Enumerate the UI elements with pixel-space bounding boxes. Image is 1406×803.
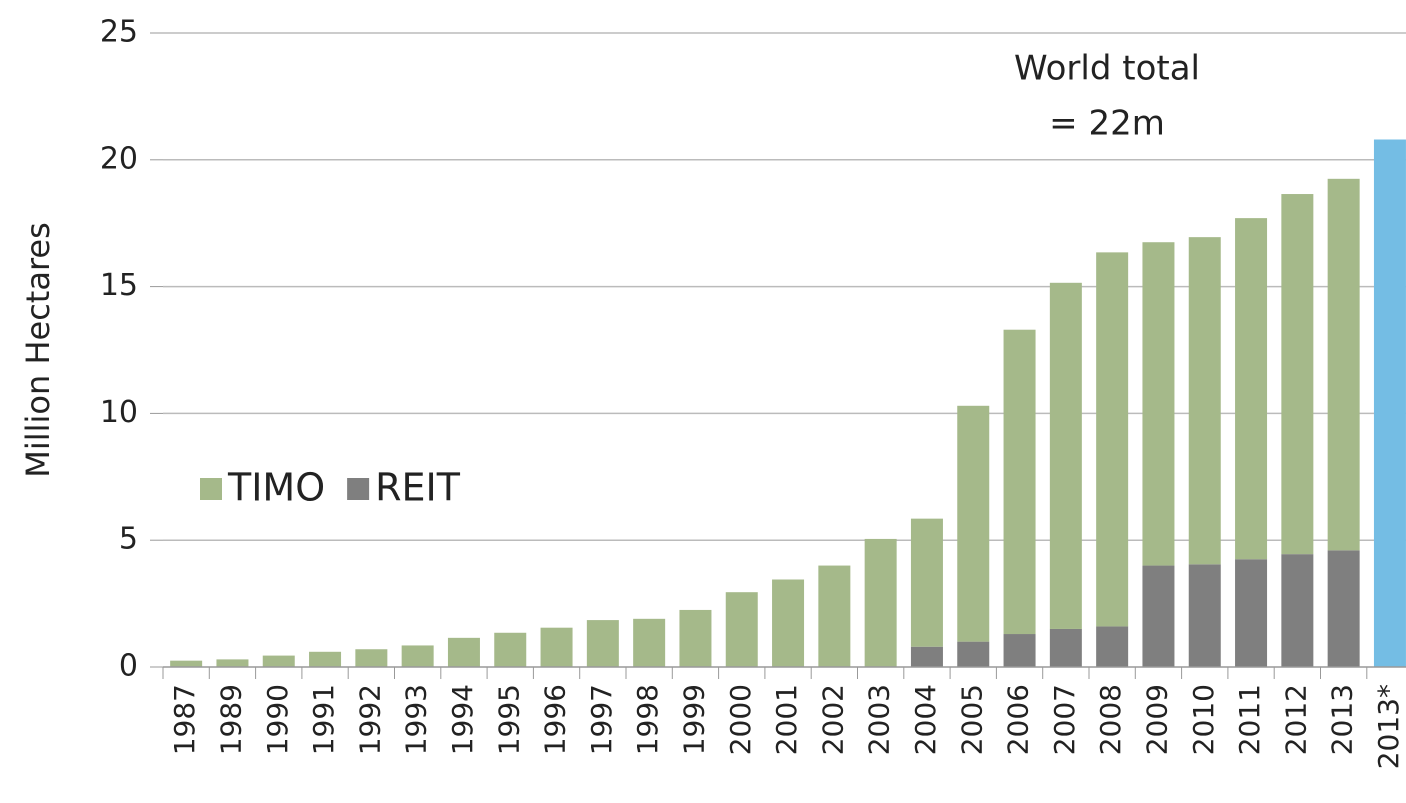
bar-segment (1142, 565, 1175, 667)
bar-segment (1049, 628, 1082, 667)
x-tick-label: 1990 (261, 684, 294, 755)
bar-segment (1235, 218, 1268, 560)
bar-segment (1373, 139, 1406, 668)
x-tick-label: 2003 (863, 684, 896, 755)
x-tick-label: 1995 (492, 684, 525, 755)
x-tick-label: 1991 (307, 684, 340, 755)
bar-segment (1327, 550, 1360, 667)
bar-segment (309, 651, 342, 667)
x-tick-label: 1992 (353, 684, 386, 755)
x-tick-label: 1996 (539, 684, 572, 755)
bar-segment (864, 538, 897, 667)
bar-segment (586, 620, 619, 667)
bar-segment (1281, 554, 1314, 667)
x-tick-label: 2006 (1002, 684, 1035, 755)
annotation: World total (1014, 49, 1200, 89)
bar-segment (910, 518, 943, 647)
bar-segment (494, 632, 527, 667)
legend-label: TIMO (227, 466, 325, 510)
bar-segment (401, 645, 434, 667)
bar-segment (216, 659, 249, 667)
x-tick-label: 2007 (1048, 684, 1081, 755)
x-tick-label: 1994 (446, 684, 479, 755)
x-tick-label: 2004 (909, 684, 942, 755)
y-axis-title: Million Hectares (19, 222, 57, 478)
legend-label: REIT (375, 466, 461, 510)
bar-segment (1188, 564, 1221, 667)
y-tick-label: 20 (100, 141, 138, 176)
x-tick-label: 2013 (1326, 684, 1359, 755)
y-tick-label: 15 (100, 268, 138, 303)
x-tick-label: 2011 (1233, 684, 1266, 755)
y-tick-label: 10 (100, 395, 138, 430)
bar-segment (772, 579, 805, 667)
y-tick-label: 5 (119, 522, 138, 557)
bar-segment (1049, 282, 1082, 629)
bar-segment (1327, 178, 1360, 551)
bar-segment (1096, 252, 1129, 627)
x-tick-label: 1993 (400, 684, 433, 755)
bar-segment (355, 649, 388, 667)
bar-segment (957, 405, 990, 642)
x-tick-label: 2002 (816, 684, 849, 755)
bar-segment (910, 646, 943, 667)
bar-segment (633, 618, 666, 667)
x-tick-label: 1997 (585, 684, 618, 755)
legend-swatch (200, 478, 222, 500)
bar-segment (1003, 329, 1036, 635)
x-tick-label: 2009 (1140, 684, 1173, 755)
bar-segment (447, 637, 480, 667)
x-tick-label: 2001 (770, 684, 803, 755)
bar-segment (540, 627, 573, 667)
legend-swatch (347, 478, 370, 500)
bar-segment (1142, 242, 1175, 566)
annotation: = 22m (1049, 104, 1165, 144)
bar-segment (725, 592, 758, 667)
x-tick-label: 2010 (1187, 684, 1220, 755)
x-tick-label: 2000 (724, 684, 757, 755)
bar-segment (170, 660, 203, 667)
bar-segment (1003, 634, 1036, 667)
x-tick-label: 2005 (955, 684, 988, 755)
bar-segment (818, 565, 851, 667)
bar-segment (1235, 559, 1268, 667)
bar-segment (1096, 626, 1129, 667)
bar-segment (679, 609, 712, 667)
y-tick-label: 0 (119, 649, 138, 684)
bar-segment (262, 655, 295, 667)
x-tick-label: 2008 (1094, 684, 1127, 755)
x-tick-label: 1989 (214, 684, 247, 755)
bar-segment (957, 641, 990, 667)
x-tick-label: 2013* (1372, 684, 1405, 769)
bar-segment (1281, 194, 1314, 555)
x-tick-label: 1999 (677, 684, 710, 755)
y-tick-label: 25 (100, 15, 138, 50)
x-tick-label: 1998 (631, 684, 664, 755)
x-tick-label: 1987 (168, 684, 201, 755)
bar-segment (1188, 237, 1221, 565)
x-tick-label: 2012 (1279, 684, 1312, 755)
